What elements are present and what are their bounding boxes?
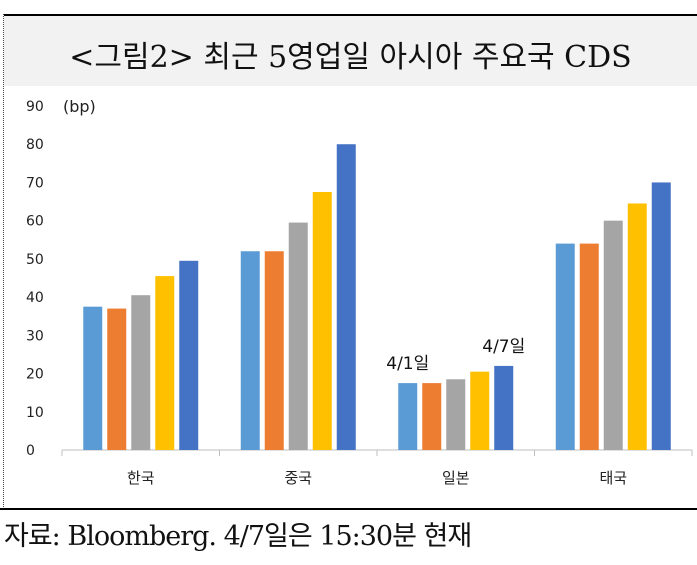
bar [240, 251, 260, 450]
chart-title: <그림2> 최근 5영업일 아시아 주요국 CDS [69, 40, 632, 75]
y-tick-label: 0 [26, 443, 35, 459]
bar-annotation: 4/1일 [386, 354, 429, 374]
bar-chart: 0 10 20 30 40 50 60 70 80 90 (bp) 한국 중국 일본 태국 4/1일 4/7일 [26, 97, 693, 487]
bar-annotation: 4/7일 [482, 337, 525, 357]
y-tick-label: 90 [26, 99, 44, 115]
bar [264, 251, 284, 450]
category-label: 한국 [127, 469, 155, 487]
bar [603, 220, 623, 450]
title-bar: <그림2> 최근 5영업일 아시아 주요국 CDS [4, 14, 697, 86]
y-tick-label: 40 [26, 290, 44, 306]
category-label: 일본 [442, 469, 470, 487]
bar [312, 192, 332, 450]
bar [446, 379, 466, 450]
bar [579, 243, 599, 450]
source-note: 자료: Bloomberg. 4/7일은 15:30분 현재 [4, 521, 472, 552]
bottom-border [0, 508, 697, 510]
bar [336, 144, 356, 450]
bar [155, 276, 175, 450]
bar [179, 260, 199, 450]
left-border [3, 14, 4, 509]
y-tick-label: 70 [26, 175, 44, 191]
y-tick-label: 60 [26, 214, 44, 230]
category-label: 중국 [284, 469, 312, 487]
bar [83, 306, 103, 450]
y-tick-label: 10 [26, 405, 44, 421]
y-tick-label: 80 [26, 137, 44, 153]
bar [651, 182, 671, 450]
bar [470, 371, 490, 450]
bar [494, 365, 514, 450]
bar [627, 203, 647, 450]
bar [422, 383, 442, 450]
bar [288, 222, 308, 450]
bar [398, 383, 418, 450]
category-label: 태국 [599, 469, 627, 487]
bar [107, 308, 127, 450]
y-tick-label: 20 [26, 367, 44, 383]
bar [555, 243, 575, 450]
y-tick-label: 30 [26, 328, 44, 344]
y-tick-label: 50 [26, 252, 44, 268]
y-unit-label: (bp) [63, 97, 96, 116]
bar [131, 295, 151, 450]
